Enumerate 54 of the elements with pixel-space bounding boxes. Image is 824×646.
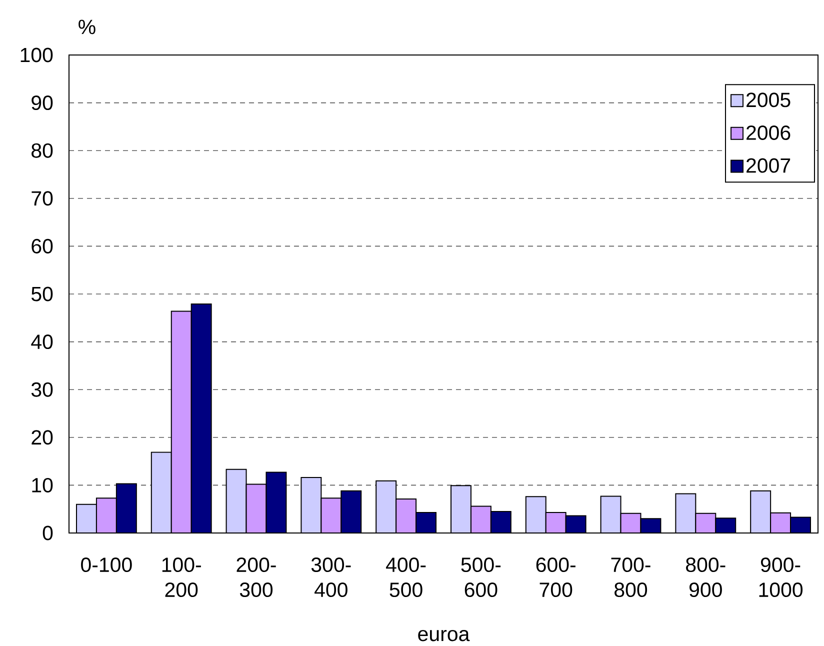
y-tick-label: 20	[32, 430, 53, 445]
bar	[341, 490, 362, 533]
bar	[676, 494, 696, 533]
bar	[171, 311, 192, 533]
bar	[526, 496, 546, 533]
bar	[696, 513, 716, 533]
bar	[546, 512, 566, 533]
legend-label: 2005	[746, 92, 790, 108]
y-tick-label: 100	[20, 48, 53, 62]
y-tick-label: 30	[31, 382, 53, 397]
bar	[96, 498, 116, 533]
bar	[451, 486, 471, 533]
bar	[116, 484, 136, 533]
bar	[790, 516, 812, 533]
y-tick-label: 70	[32, 191, 53, 206]
bar	[376, 480, 396, 533]
bar	[750, 490, 772, 533]
bar	[770, 512, 792, 533]
bar	[416, 512, 436, 533]
y-tick-label: 80	[32, 143, 53, 158]
x-tick-label: 800-900	[686, 558, 726, 598]
legend-label: 2007	[746, 158, 790, 173]
x-tick-label: 500-600	[461, 558, 501, 598]
bar	[490, 511, 511, 533]
bar	[470, 506, 491, 533]
bar	[266, 472, 286, 533]
x-tick-label: 0-100	[81, 558, 132, 572]
bar	[396, 499, 416, 533]
x-tick-label: 400-500	[386, 558, 426, 598]
x-tick-label: 600-700	[536, 558, 576, 598]
x-tick-label: 100-200	[162, 558, 201, 598]
legend-label: 2006	[746, 125, 790, 140]
y-tick-label: 40	[31, 334, 53, 350]
x-tick-label: 200-300	[236, 558, 276, 598]
x-tick-label: 900-1000	[759, 558, 803, 598]
bar	[226, 469, 246, 533]
y-tick-label: 0	[42, 526, 53, 540]
bar	[76, 504, 96, 533]
bar	[640, 518, 661, 533]
y-tick-label: 10	[32, 478, 53, 492]
bar	[191, 304, 212, 533]
x-tick-label: 300-400	[311, 558, 351, 598]
x-tick-label: 700-800	[611, 558, 650, 598]
y-tick-label: 90	[32, 96, 53, 110]
y-tick-label: 50	[31, 286, 53, 302]
bar	[246, 484, 266, 533]
bar	[321, 498, 342, 533]
x-axis-title: euroa	[418, 630, 470, 642]
y-tick-label: 60	[32, 238, 53, 254]
y-axis-title: %	[78, 20, 96, 34]
bar	[600, 496, 621, 533]
bar	[716, 518, 736, 533]
bar	[301, 478, 322, 533]
bar	[151, 452, 172, 533]
